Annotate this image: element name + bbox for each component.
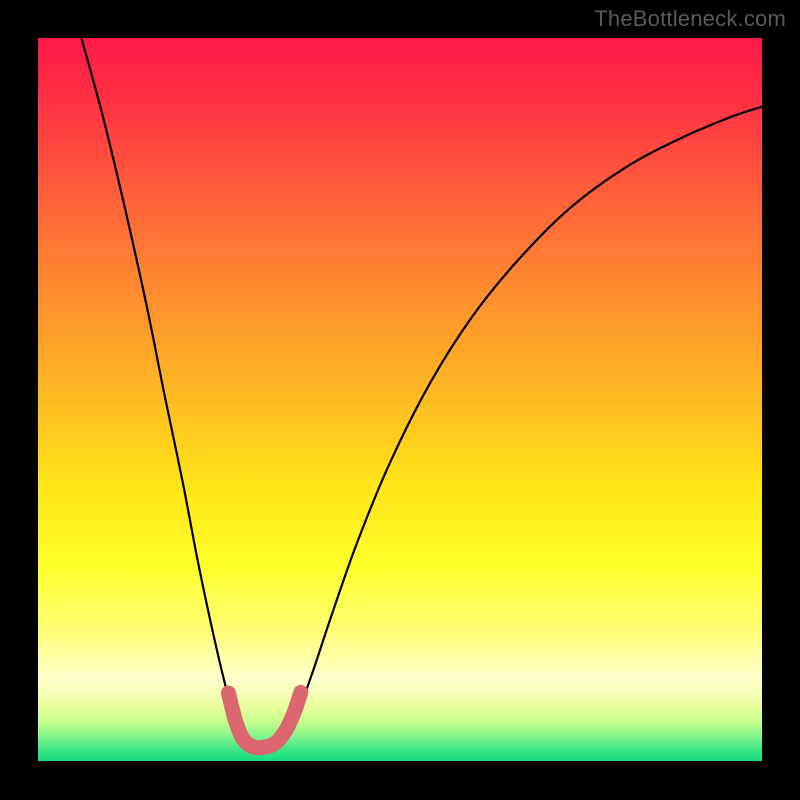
background-gradient <box>38 38 762 761</box>
watermark-text: TheBottleneck.com <box>594 6 786 32</box>
plot-area <box>38 38 762 761</box>
chart-canvas: TheBottleneck.com <box>0 0 800 800</box>
